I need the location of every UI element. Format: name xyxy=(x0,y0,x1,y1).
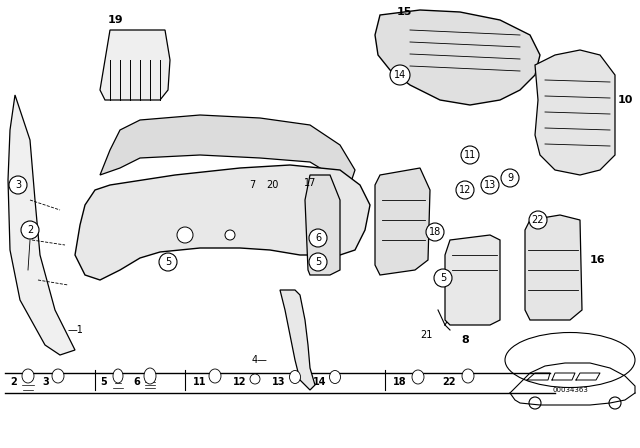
Ellipse shape xyxy=(209,369,221,383)
Text: 11: 11 xyxy=(193,377,207,387)
Ellipse shape xyxy=(250,374,260,384)
Circle shape xyxy=(434,269,452,287)
Polygon shape xyxy=(100,30,170,100)
Text: 7: 7 xyxy=(249,180,255,190)
Circle shape xyxy=(225,230,235,240)
Text: 21: 21 xyxy=(420,330,433,340)
Text: 11: 11 xyxy=(464,150,476,160)
Text: 2: 2 xyxy=(10,377,17,387)
Circle shape xyxy=(9,176,27,194)
Circle shape xyxy=(461,146,479,164)
Circle shape xyxy=(529,211,547,229)
Text: 3: 3 xyxy=(42,377,49,387)
Circle shape xyxy=(309,253,327,271)
Ellipse shape xyxy=(330,370,340,383)
Text: —1: —1 xyxy=(68,325,84,335)
Polygon shape xyxy=(535,50,615,175)
Text: 5: 5 xyxy=(315,257,321,267)
Polygon shape xyxy=(8,95,75,355)
Circle shape xyxy=(456,181,474,199)
Polygon shape xyxy=(375,10,540,105)
Text: 10: 10 xyxy=(618,95,634,105)
Text: 3: 3 xyxy=(15,180,21,190)
Ellipse shape xyxy=(289,370,301,383)
Ellipse shape xyxy=(462,369,474,383)
Text: 13: 13 xyxy=(272,377,285,387)
Polygon shape xyxy=(75,165,370,280)
Polygon shape xyxy=(375,168,430,275)
Ellipse shape xyxy=(412,370,424,384)
Text: 8: 8 xyxy=(461,335,469,345)
Text: 18: 18 xyxy=(429,227,441,237)
Ellipse shape xyxy=(144,368,156,384)
Ellipse shape xyxy=(22,369,34,383)
Text: 12: 12 xyxy=(233,377,246,387)
Text: 14: 14 xyxy=(394,70,406,80)
Polygon shape xyxy=(280,290,315,390)
Text: 13: 13 xyxy=(484,180,496,190)
Circle shape xyxy=(426,223,444,241)
Circle shape xyxy=(390,65,410,85)
Circle shape xyxy=(309,229,327,247)
Text: 5: 5 xyxy=(440,273,446,283)
Text: 12: 12 xyxy=(459,185,471,195)
Text: 18: 18 xyxy=(393,377,406,387)
Circle shape xyxy=(481,176,499,194)
Text: 20: 20 xyxy=(266,180,278,190)
Text: 19: 19 xyxy=(108,15,124,25)
Text: 6: 6 xyxy=(133,377,140,387)
Text: 14: 14 xyxy=(313,377,326,387)
Text: 22: 22 xyxy=(532,215,544,225)
Text: 4—: 4— xyxy=(251,355,267,365)
Text: 6: 6 xyxy=(315,233,321,243)
Ellipse shape xyxy=(113,369,123,383)
Circle shape xyxy=(501,169,519,187)
Text: 5: 5 xyxy=(100,377,107,387)
Circle shape xyxy=(177,227,193,243)
Text: 15: 15 xyxy=(397,7,412,17)
Text: 00034363: 00034363 xyxy=(552,387,588,393)
Circle shape xyxy=(21,221,39,239)
Text: 5: 5 xyxy=(165,257,171,267)
Polygon shape xyxy=(100,115,355,185)
Text: 22: 22 xyxy=(442,377,456,387)
Polygon shape xyxy=(445,235,500,325)
Ellipse shape xyxy=(52,369,64,383)
Text: 16: 16 xyxy=(590,255,605,265)
Polygon shape xyxy=(305,175,340,275)
Text: 17: 17 xyxy=(304,178,316,188)
Circle shape xyxy=(159,253,177,271)
Text: 9: 9 xyxy=(507,173,513,183)
Polygon shape xyxy=(525,215,582,320)
Text: 2: 2 xyxy=(27,225,33,235)
